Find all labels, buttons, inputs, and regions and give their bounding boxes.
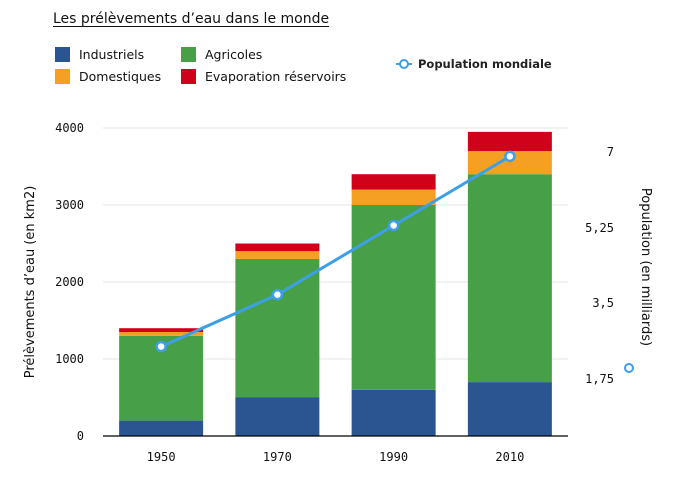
bar-2010-1[interactable] — [467, 174, 552, 383]
bar-1950-3[interactable] — [119, 328, 204, 333]
y2-axis-title: Population (en milliards) — [638, 188, 653, 346]
population-marker-fragment — [624, 363, 634, 373]
x-tick-label-2010: 2010 — [495, 450, 524, 464]
y-tick-label-3: 3000 — [55, 198, 84, 212]
y-axis-title: Prélèvements d’eau (en km2) — [23, 186, 38, 379]
legend-item-population[interactable]: Population mondiale — [396, 57, 552, 71]
bar-1970-2[interactable] — [235, 251, 320, 259]
x-tick-label-1990: 1990 — [379, 450, 408, 464]
legend-swatch-evaporation — [181, 68, 196, 84]
y-tick-label-1: 1000 — [55, 352, 84, 366]
legend-swatch-industriels — [55, 46, 70, 62]
bar-1970-3[interactable] — [235, 243, 320, 252]
bar-1950-2[interactable] — [119, 332, 204, 336]
grid-lines — [103, 127, 568, 360]
bar-1970-0[interactable] — [235, 397, 320, 437]
bar-1990-0[interactable] — [351, 389, 436, 436]
y-tick-label-4: 4000 — [55, 121, 84, 135]
bar-1990-1[interactable] — [351, 205, 436, 390]
population-point-1970[interactable] — [271, 288, 284, 301]
legend-label-agricoles: Agricoles — [205, 46, 263, 62]
x-axis-ticks: 1950 1970 1990 2010 — [147, 450, 525, 464]
legend-item-industriels[interactable]: Industriels — [55, 46, 144, 62]
legend-label-evaporation: Evaporation réservoirs — [205, 68, 347, 84]
chart-title: Les prélèvements d’eau dans le monde — [53, 11, 330, 27]
y-tick-label-2: 2000 — [55, 275, 84, 289]
population-line-layer — [155, 150, 516, 353]
legend-item-evaporation[interactable]: Evaporation réservoirs — [181, 68, 346, 84]
population-point-2010[interactable] — [504, 150, 516, 163]
y2-tick-label-2: 5,25 — [585, 221, 614, 235]
population-point-1990[interactable] — [387, 219, 400, 232]
bar-1950-0[interactable] — [119, 420, 204, 436]
population-point-1950[interactable] — [155, 340, 167, 353]
legend-label-industriels: Industriels — [79, 46, 145, 62]
y2-tick-label-0: 1,75 — [585, 372, 614, 386]
bar-2010-2[interactable] — [467, 151, 552, 175]
bar-2010-0[interactable] — [467, 382, 552, 436]
legend-swatch-domestiques — [55, 68, 70, 84]
legend-swatch-agricoles — [181, 46, 196, 62]
y-axis-ticks: 0 1000 2000 3000 4000 — [55, 121, 84, 443]
legend-item-domestiques[interactable]: Domestiques — [55, 68, 161, 84]
legend-item-agricoles[interactable]: Agricoles — [181, 46, 262, 62]
bar-1970-1[interactable] — [235, 258, 320, 398]
x-tick-label-1970: 1970 — [263, 450, 292, 464]
y2-tick-label-3: 7 — [607, 145, 614, 159]
bar-1950-1[interactable] — [119, 335, 204, 421]
y2-axis-ticks: 1,75 3,5 5,25 7 — [585, 145, 614, 386]
y-tick-label-0: 0 — [77, 429, 84, 443]
bar-1990-3[interactable] — [351, 174, 436, 190]
y2-tick-label-1: 3,5 — [592, 296, 614, 310]
x-tick-label-1950: 1950 — [147, 450, 176, 464]
bar-2010-3[interactable] — [467, 131, 552, 152]
population-line — [160, 155, 511, 348]
legend-label-domestiques: Domestiques — [79, 68, 162, 84]
bars-layer — [119, 131, 552, 437]
legend-line-marker — [396, 59, 412, 69]
bar-1990-2[interactable] — [351, 189, 436, 205]
legend-label-population: Population mondiale — [418, 57, 552, 71]
